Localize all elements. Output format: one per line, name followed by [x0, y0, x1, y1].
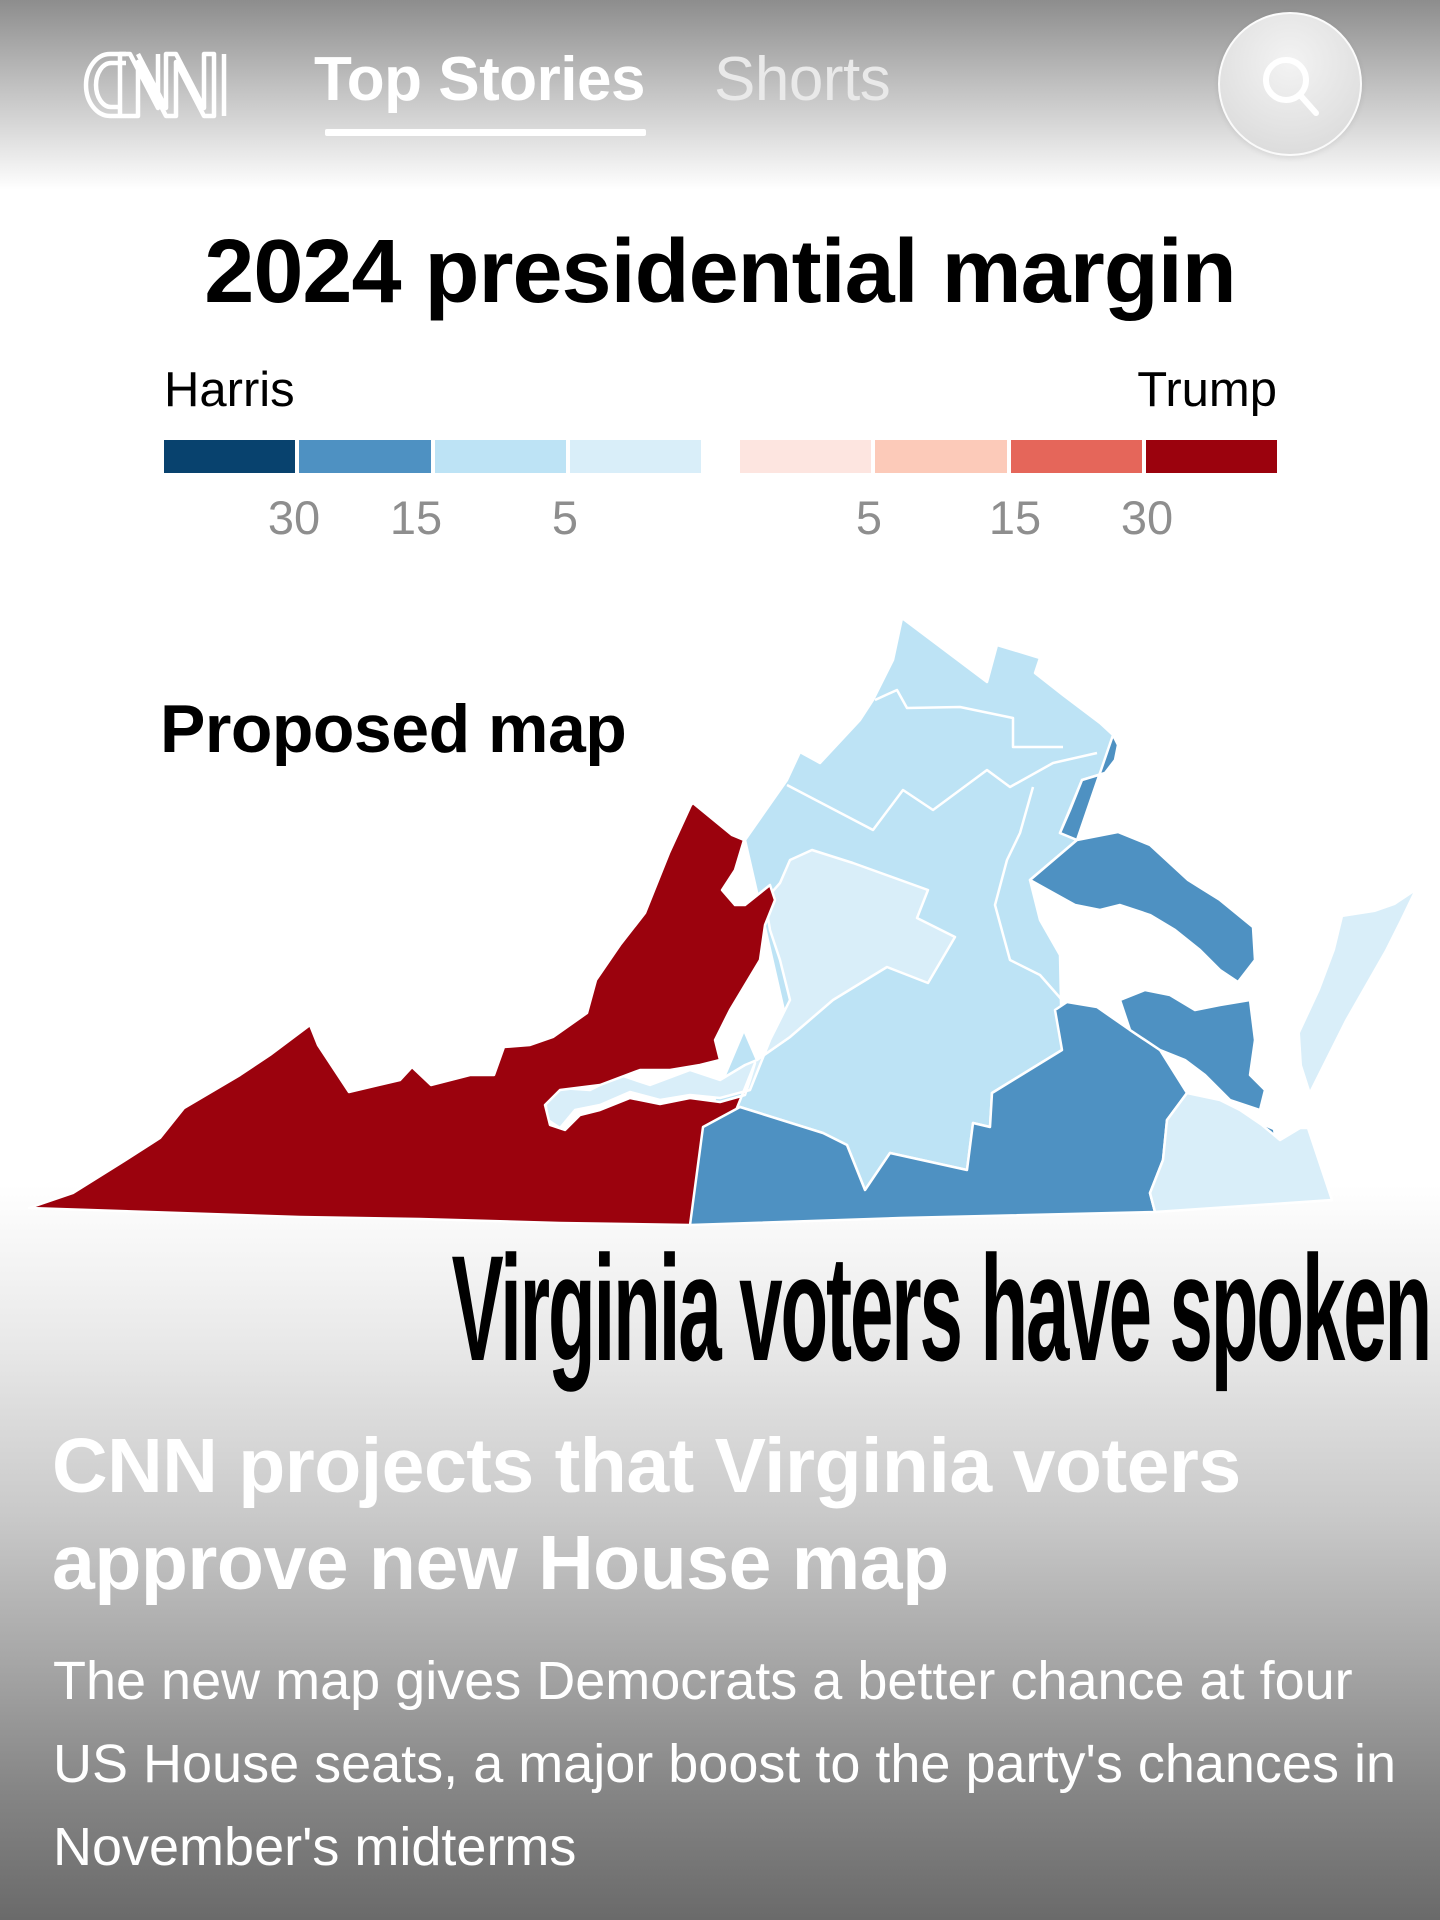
map-label: Proposed map [160, 691, 627, 767]
cnn-logo-icon [83, 51, 227, 119]
legend-swatch-harris-5-15 [434, 440, 566, 473]
header-background [0, 0, 1440, 190]
graphic-kicker-text: Virginia voters have spoken [451, 1224, 1433, 1392]
tab-shorts[interactable]: Shorts [714, 45, 891, 114]
story-overlay-gradient [0, 1185, 1440, 1920]
active-tab-indicator [325, 129, 646, 136]
district-northern-neck [1028, 733, 1257, 984]
legend-swatch-trump-0-5 [740, 440, 872, 473]
story-headline[interactable]: CNN projects that Virginia voters approv… [52, 1423, 1241, 1606]
legend-swatch-trump-15-30 [1010, 440, 1142, 473]
district-southeast [1148, 1091, 1334, 1214]
legend-tick: 30 [267, 491, 321, 544]
legend-tick: 5 [551, 491, 579, 544]
chart-title: 2024 presidential margin [204, 222, 1236, 322]
cnn-logo[interactable] [80, 46, 240, 124]
search-icon [1263, 57, 1319, 116]
district-middle-peninsula [1118, 988, 1267, 1112]
story-description: The new map gives Democrats a better cha… [53, 1651, 1396, 1877]
legend-swatch-harris-30plus [164, 440, 296, 473]
tab-top-stories[interactable]: Top Stories [314, 45, 645, 114]
legend-tick: 15 [988, 491, 1042, 544]
legend-tick: 30 [1120, 491, 1174, 544]
graphic-kicker: Virginia voters have spoken [0, 1228, 1440, 1388]
legend-label-harris: Harris [164, 363, 295, 417]
legend-swatch-trump-30plus [1145, 440, 1277, 473]
legend-bar-harris [164, 440, 701, 473]
legend-swatch-trump-5-15 [875, 440, 1007, 473]
district-eastern-shore [1300, 893, 1413, 1090]
legend-tick: 15 [389, 491, 443, 544]
district-southwest-red [27, 801, 777, 1227]
legend-label-trump: Trump [1137, 363, 1277, 417]
legend-tick: 5 [855, 491, 883, 544]
legend-swatch-harris-0-5 [569, 440, 701, 473]
legend-bar-trump [740, 440, 1277, 473]
search-button[interactable] [1218, 12, 1362, 156]
virginia-district-map [27, 616, 1413, 1227]
legend-swatch-harris-15-30 [299, 440, 431, 473]
